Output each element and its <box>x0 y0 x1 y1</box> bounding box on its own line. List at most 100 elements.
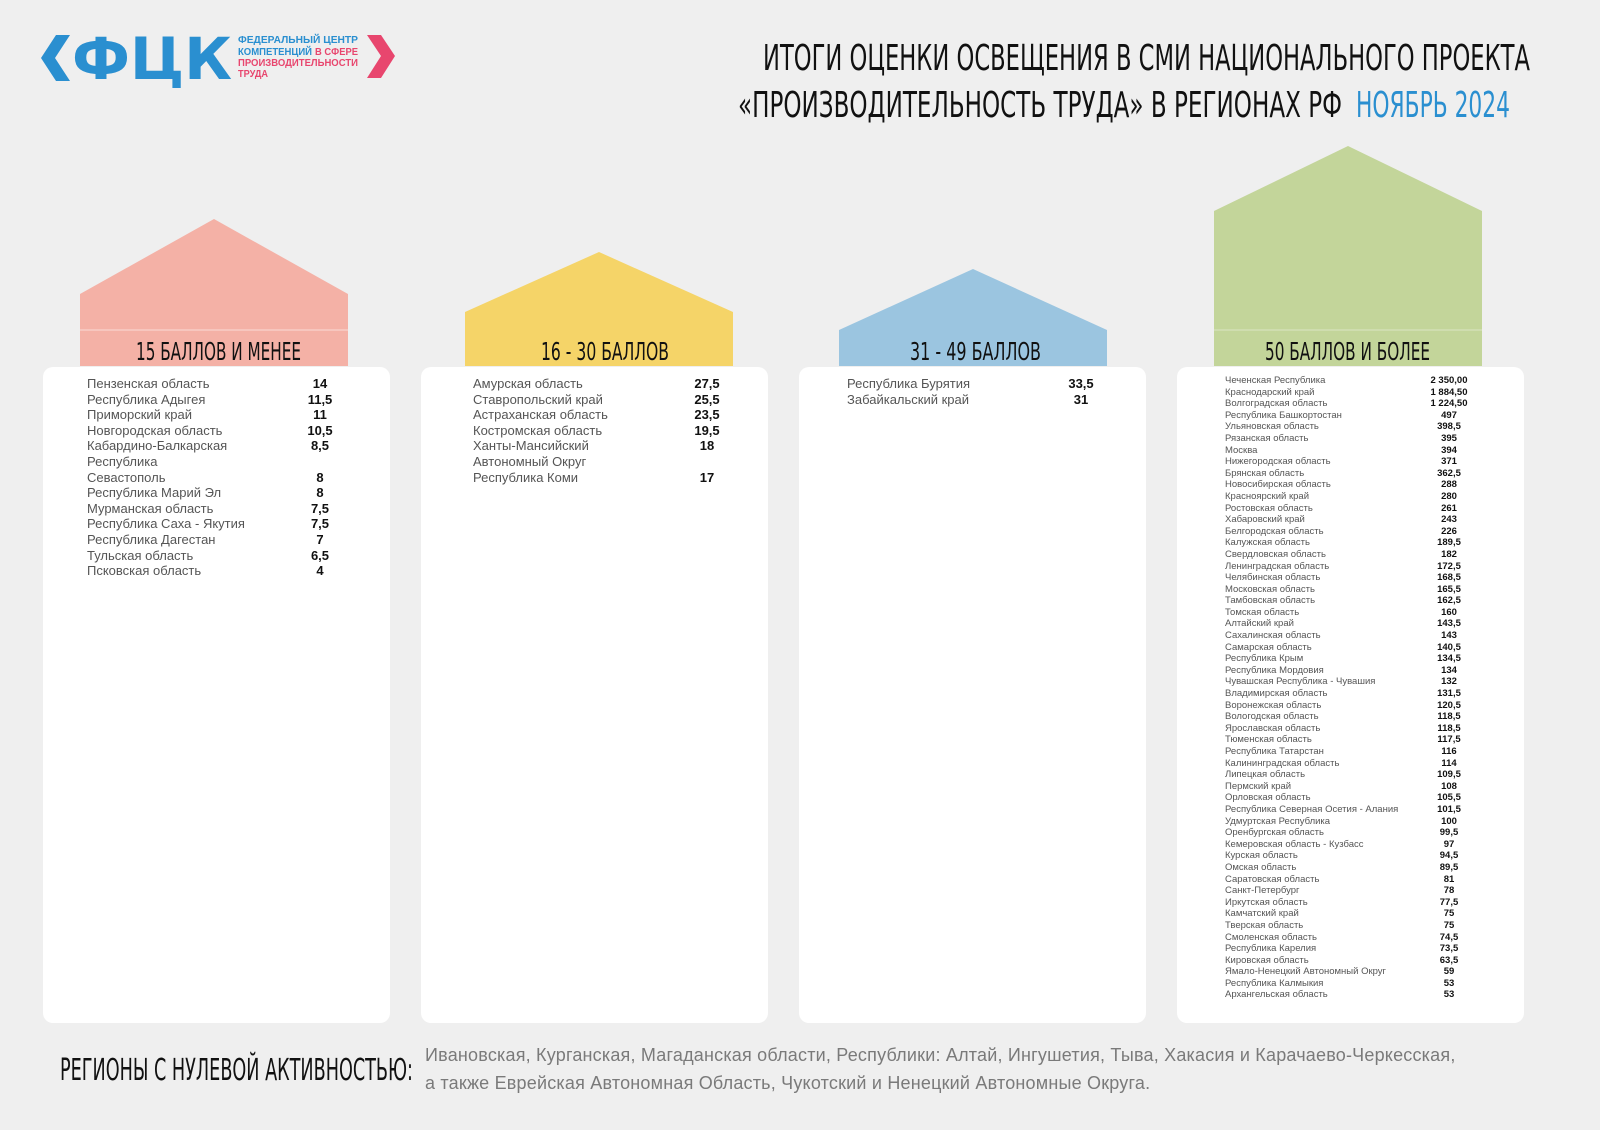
region-list: Чеченская Республика 2 350,00 Краснодарски… <box>1225 375 1483 1001</box>
region-row: Амурская область 27,5 <box>473 376 761 392</box>
region-score: 59 <box>1443 966 1455 978</box>
region-row: Краснодарский край 1 884,50 <box>1225 387 1483 399</box>
region-row: Республика Карелия 73,5 <box>1225 943 1483 955</box>
region-name: Тверская область <box>1225 919 1304 931</box>
region-row: Ульяновская область 398,5 <box>1225 421 1483 433</box>
region-name: Амурская область <box>473 376 583 391</box>
region-score: 261 <box>1441 502 1457 514</box>
region-row: Кировская область 63,5 <box>1225 955 1483 967</box>
region-row: Ставропольский край 25,5 <box>473 392 761 408</box>
footer-line: а также Еврейская Автономная Область, Чу… <box>425 1073 1151 1093</box>
region-name: Рязанская область <box>1225 432 1309 444</box>
region-score: 53 <box>1443 989 1455 1001</box>
region-row: Республика Мордовия 134 <box>1225 665 1483 677</box>
region-row: Костромская область 19,5 <box>473 423 761 439</box>
logo-chevron-left <box>41 35 70 81</box>
region-score: 140,5 <box>1437 641 1461 653</box>
group-heading: 15 БАЛЛОВ И МЕНЕЕ <box>136 337 301 366</box>
region-row: Республика Калмыкия 53 <box>1225 978 1483 990</box>
region-score: 395 <box>1441 432 1457 444</box>
region-row: Мурманская область 7,5 <box>87 501 378 517</box>
region-row: Архангельская область 53 <box>1225 989 1483 1001</box>
region-row: Нижегородская область 371 <box>1225 456 1483 468</box>
region-score: 7,5 <box>310 500 330 516</box>
region-row: Оренбургская область 99,5 <box>1225 827 1483 839</box>
region-score: 75 <box>1443 919 1455 931</box>
region-row: Самарская область 140,5 <box>1225 642 1483 654</box>
region-score: 371 <box>1441 456 1457 468</box>
region-name: Республика Татарстан <box>1225 746 1324 757</box>
region-score: 63,5 <box>1439 954 1459 966</box>
region-name: Тульская область <box>87 547 194 563</box>
region-name: Республика Адыгея <box>87 391 206 407</box>
region-row: Удмуртская Республика 100 <box>1225 816 1483 828</box>
region-name: Оренбургская область <box>1225 827 1324 839</box>
region-score: 53 <box>1443 977 1455 989</box>
region-name: Республика Калмыкия <box>1225 977 1324 989</box>
region-name: Камчатский край <box>1225 908 1299 920</box>
region-row: Тверская область 75 <box>1225 920 1483 932</box>
region-row: Омская область 89,5 <box>1225 862 1483 874</box>
footer-text: Ивановская, Курганская, Магаданская обла… <box>425 1041 1456 1097</box>
region-name: Орловская область <box>1225 792 1311 804</box>
region-row: Республика Коми 17 <box>473 470 761 486</box>
region-row: Севастополь 8 <box>87 470 378 486</box>
region-name: Брянская область <box>1225 467 1305 479</box>
group-heading: 50 БАЛЛОВ И БОЛЕЕ <box>1265 337 1430 366</box>
footer-label: РЕГИОНЫ С НУЛЕВОЙ АКТИВНОСТЬЮ: <box>60 1052 413 1088</box>
region-score: 1 884,50 <box>1430 386 1468 398</box>
region-score: 172,5 <box>1437 560 1461 572</box>
logo-text: ФЕДЕРАЛЬНЫЙ ЦЕНТР <box>238 33 358 46</box>
region-name: Челябинская область <box>1225 572 1321 584</box>
region-list: Пензенская область 14 Республика Адыгея 11,… <box>87 376 378 579</box>
region-score: 118,5 <box>1437 711 1461 723</box>
region-name: Удмуртская Республика <box>1225 815 1331 827</box>
region-name: Белгородская область <box>1225 525 1324 537</box>
region-score: 114 <box>1441 757 1457 769</box>
region-row: Новосибирская область 288 <box>1225 479 1483 491</box>
region-name: Тюменская область <box>1225 734 1312 746</box>
region-row: Волгоградская область 1 224,50 <box>1225 398 1483 410</box>
region-name: Республика Карелия <box>1225 943 1317 955</box>
region-score: 182 <box>1441 548 1457 560</box>
region-score: 120,5 <box>1437 699 1461 711</box>
region-score: 1 224,50 <box>1430 398 1468 410</box>
region-name: Липецкая область <box>1225 769 1306 781</box>
region-score: 11 <box>313 407 327 423</box>
region-row: Республика Саха - Якутия 7,5 <box>87 516 378 532</box>
region-row: Рязанская область 395 <box>1225 433 1483 445</box>
region-name: Алтайский край <box>1225 618 1294 630</box>
region-name: Ханты-Мансийский Автономный Округ <box>473 438 589 469</box>
region-score: 99,5 <box>1439 827 1459 839</box>
region-score: 10,5 <box>307 422 333 438</box>
house <box>839 269 1107 366</box>
region-row: Республика Крым 134,5 <box>1225 653 1483 665</box>
region-row: Тюменская область 117,5 <box>1225 734 1483 746</box>
region-name: Республика Мордовия <box>1225 664 1324 676</box>
region-score: 288 <box>1441 479 1457 491</box>
region-name: Пермский край <box>1225 780 1292 792</box>
region-row: Вологодская область 118,5 <box>1225 711 1483 723</box>
region-score: 109,5 <box>1437 769 1461 781</box>
region-name: Санкт-Петербург <box>1225 885 1300 897</box>
region-row: Брянская область 362,5 <box>1225 468 1483 480</box>
region-score: 11,5 <box>307 391 333 407</box>
footer-line: Ивановская, Курганская, Магаданская обла… <box>425 1045 1456 1065</box>
region-score: 8 <box>316 469 324 485</box>
region-score: 6,5 <box>310 547 330 563</box>
region-score: 19,5 <box>694 422 720 438</box>
region-name: Чеченская Республика <box>1225 375 1326 386</box>
region-name: Москва <box>1225 444 1258 456</box>
region-name: Саратовская область <box>1225 873 1320 885</box>
region-row: Владимирская область 131,5 <box>1225 688 1483 700</box>
region-name: Тамбовская область <box>1225 595 1316 607</box>
region-score: 14 <box>312 376 328 391</box>
region-row: Ямало-Ненецкий Автономный Округ 59 <box>1225 966 1483 978</box>
region-row: Псковская область 4 <box>87 563 378 579</box>
region-score: 23,5 <box>694 407 720 423</box>
region-score: 73,5 <box>1439 943 1459 955</box>
region-row: Республика Башкортостан 497 <box>1225 410 1483 422</box>
card <box>1177 367 1524 1023</box>
region-row: Томская область 160 <box>1225 607 1483 619</box>
